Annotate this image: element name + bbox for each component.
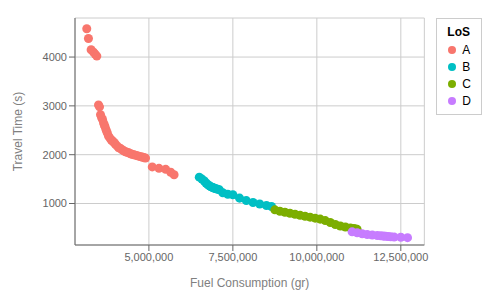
html-text:LoS: LoS (447, 25, 470, 39)
svg-text:Travel Time (s): Travel Time (s) (11, 92, 25, 172)
svg-text:7,500,000: 7,500,000 (208, 251, 257, 263)
html-text:B: B (462, 60, 471, 74)
svg-text:12,500,000: 12,500,000 (373, 251, 428, 263)
svg-text:Fuel Consumption (gr): Fuel Consumption (gr) (190, 276, 309, 290)
svg-text:10,000,000: 10,000,000 (289, 251, 344, 263)
html-text:C: C (462, 77, 471, 91)
svg-text:4000: 4000 (43, 51, 67, 63)
html-text:A: A (462, 43, 471, 57)
html-text:D: D (462, 94, 471, 108)
svg-text:1000: 1000 (43, 197, 67, 209)
svg-text:2000: 2000 (43, 149, 67, 161)
svg-text:3000: 3000 (43, 100, 67, 112)
svg-text:5,000,000: 5,000,000 (124, 251, 173, 263)
